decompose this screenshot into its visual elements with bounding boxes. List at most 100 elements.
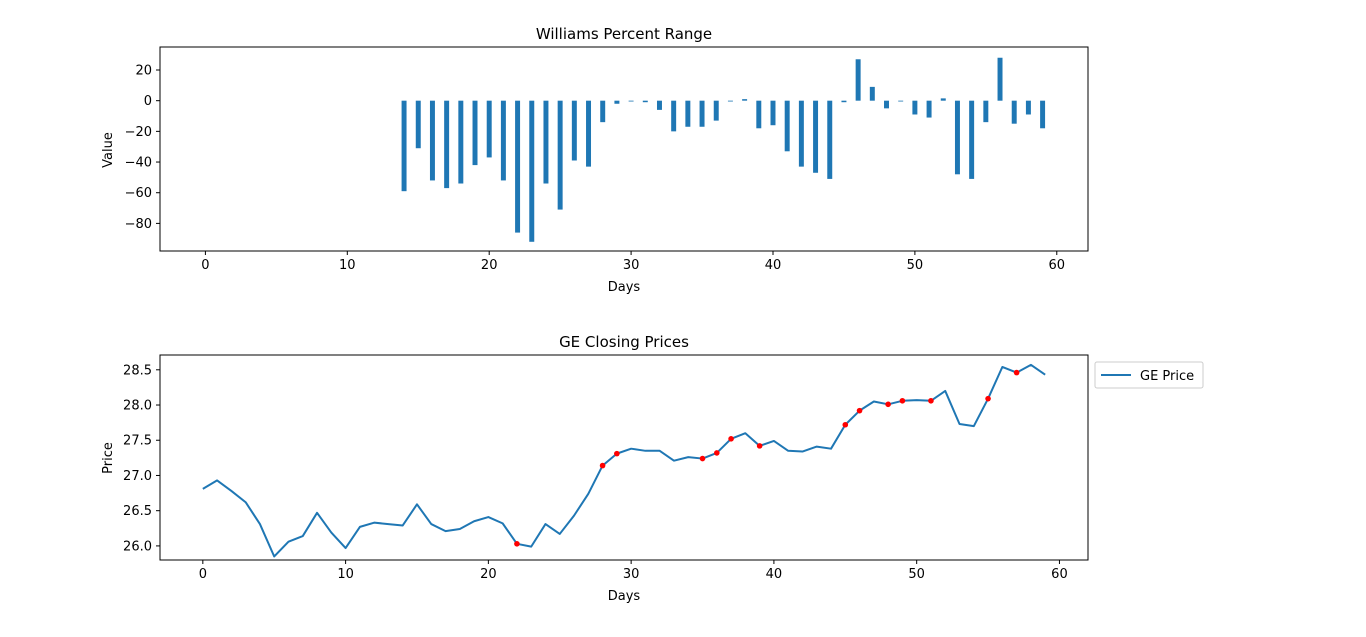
bar bbox=[614, 100, 620, 104]
bar bbox=[997, 57, 1003, 101]
y-tick-label: 27.0 bbox=[123, 469, 152, 484]
x-tick-label: 0 bbox=[199, 567, 207, 582]
ge-closing-prices-chart: GE Closing Prices 0 10 20 30 40 50 60 26.0 26.5… bbox=[101, 333, 1204, 604]
legend: GE Price bbox=[1094, 361, 1204, 389]
x-tick-label: 60 bbox=[1051, 567, 1068, 582]
bar bbox=[458, 100, 464, 184]
bar bbox=[1025, 100, 1031, 115]
signal-point bbox=[714, 450, 720, 456]
bar bbox=[699, 100, 705, 127]
signal-point bbox=[985, 395, 991, 402]
signal-point bbox=[728, 436, 734, 442]
bar bbox=[869, 86, 875, 101]
y-tick-label: −60 bbox=[125, 186, 152, 201]
y-tick-label: 0 bbox=[144, 94, 152, 109]
bar bbox=[713, 100, 719, 121]
bar bbox=[685, 100, 691, 127]
bar bbox=[571, 100, 577, 161]
signal-point bbox=[699, 455, 706, 462]
bar bbox=[926, 100, 932, 118]
x-axis-ticks: 0 10 20 30 40 50 60 bbox=[199, 560, 1068, 582]
bar bbox=[586, 100, 592, 167]
signal-point bbox=[514, 541, 520, 547]
y-tick-label: 28.0 bbox=[123, 399, 152, 414]
signal-point bbox=[928, 397, 934, 404]
bar bbox=[429, 100, 435, 181]
x-axis-label: Days bbox=[608, 280, 641, 295]
bar bbox=[954, 100, 960, 175]
williams-percent-range-chart: Williams Percent Range 0 10 20 30 40 50 60 −80… bbox=[101, 25, 1089, 295]
signal-point bbox=[885, 401, 891, 408]
bar bbox=[798, 100, 804, 167]
bar bbox=[628, 100, 634, 102]
plot-area bbox=[401, 57, 1046, 242]
x-tick-label: 40 bbox=[766, 567, 783, 582]
plot-frame bbox=[159, 46, 1089, 252]
bar bbox=[756, 100, 762, 129]
bar bbox=[529, 100, 535, 242]
plot-area bbox=[202, 363, 1046, 558]
signal-point bbox=[842, 421, 849, 428]
bar bbox=[656, 100, 662, 110]
x-tick-label: 50 bbox=[908, 567, 925, 582]
bar bbox=[557, 100, 563, 210]
bar bbox=[813, 100, 819, 173]
bar bbox=[912, 100, 918, 115]
x-tick-label: 10 bbox=[339, 258, 356, 273]
bar bbox=[401, 100, 407, 192]
bar bbox=[671, 100, 677, 132]
bar bbox=[855, 59, 861, 101]
bar bbox=[486, 100, 492, 158]
signal-point bbox=[599, 462, 606, 469]
bar bbox=[784, 100, 790, 152]
legend-box bbox=[1094, 361, 1204, 389]
bar bbox=[642, 100, 648, 103]
x-tick-label: 60 bbox=[1049, 258, 1066, 273]
signal-point bbox=[856, 407, 863, 414]
y-tick-label: 28.5 bbox=[123, 363, 152, 378]
signal-point bbox=[899, 397, 906, 404]
bar bbox=[940, 98, 946, 101]
bar bbox=[884, 100, 889, 109]
bar bbox=[1011, 100, 1017, 124]
bar bbox=[742, 99, 748, 101]
bar bbox=[969, 100, 975, 179]
bar bbox=[827, 100, 833, 179]
plot-frame bbox=[159, 354, 1089, 561]
bar bbox=[500, 100, 506, 181]
legend-label: GE Price bbox=[1140, 369, 1194, 384]
bar bbox=[1040, 100, 1046, 129]
x-tick-label: 30 bbox=[623, 258, 640, 273]
y-axis-ticks: 26.0 26.5 27.0 27.5 28.0 28.5 bbox=[123, 363, 160, 554]
bar bbox=[515, 100, 521, 233]
bar bbox=[898, 100, 904, 102]
x-tick-label: 20 bbox=[480, 567, 497, 582]
bar bbox=[600, 100, 606, 123]
y-tick-label: 26.5 bbox=[123, 504, 152, 519]
y-tick-label: 26.0 bbox=[123, 539, 152, 554]
bar bbox=[472, 100, 478, 166]
bar bbox=[983, 100, 989, 123]
y-tick-label: −80 bbox=[125, 217, 152, 232]
signal-point bbox=[756, 443, 763, 449]
bar bbox=[415, 100, 421, 149]
bar bbox=[770, 100, 776, 126]
x-axis-label: Days bbox=[608, 589, 641, 604]
x-tick-label: 50 bbox=[907, 258, 924, 273]
x-tick-label: 0 bbox=[201, 258, 209, 273]
y-axis-ticks: −80 −60 −40 −20 0 20 bbox=[125, 64, 160, 232]
y-tick-label: 20 bbox=[135, 64, 152, 79]
x-axis-ticks: 0 10 20 30 40 50 60 bbox=[201, 251, 1065, 273]
x-tick-label: 40 bbox=[765, 258, 782, 273]
bar bbox=[543, 100, 549, 184]
x-tick-label: 30 bbox=[623, 567, 640, 582]
x-tick-label: 20 bbox=[481, 258, 498, 273]
chart-title: Williams Percent Range bbox=[536, 25, 712, 43]
signal-point bbox=[1013, 369, 1020, 376]
bar bbox=[727, 100, 733, 102]
y-axis-label: Price bbox=[101, 442, 116, 474]
chart-title: GE Closing Prices bbox=[559, 333, 689, 351]
bar bbox=[444, 100, 450, 189]
